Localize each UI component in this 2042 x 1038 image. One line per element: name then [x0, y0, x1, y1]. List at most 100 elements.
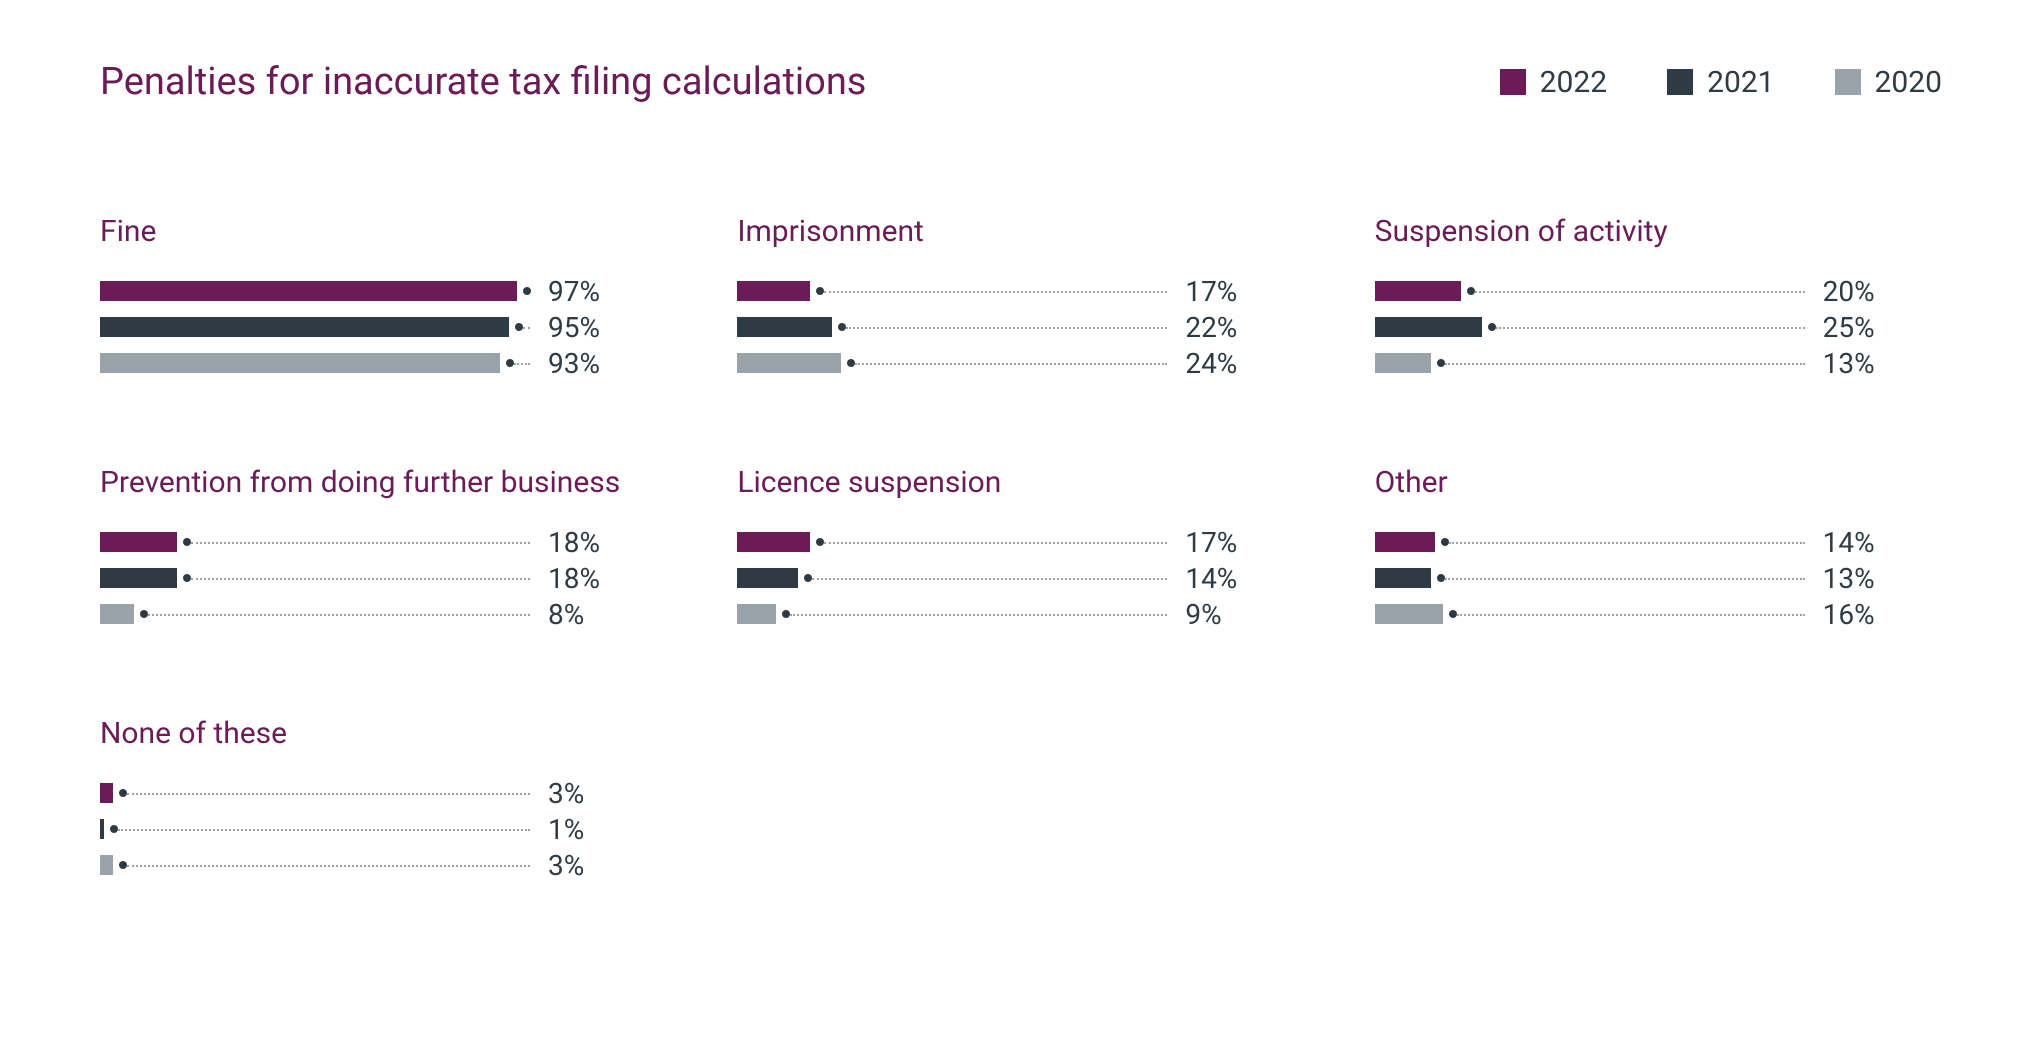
- bar-track: [100, 564, 530, 592]
- bar-track: [1375, 349, 1805, 377]
- bar-dotline: [812, 578, 1168, 580]
- bar-end-dot: [1437, 574, 1445, 582]
- bar-track: [737, 528, 1167, 556]
- bar-track: [737, 349, 1167, 377]
- bar-row: 24%: [737, 349, 1297, 377]
- bar-row: 93%: [100, 349, 660, 377]
- bar-track: [737, 313, 1167, 341]
- bar-fill: [100, 783, 113, 803]
- bar-dotline: [824, 542, 1167, 544]
- bar-dotline: [127, 865, 530, 867]
- legend-item: 2022: [1500, 65, 1607, 100]
- bar-value-label: 14%: [1823, 526, 1875, 559]
- bar-row: 97%: [100, 277, 660, 305]
- chartlet-title: Other: [1375, 465, 1935, 500]
- bar-value-label: 9%: [1185, 598, 1221, 631]
- bar-fill: [1375, 532, 1435, 552]
- bar-row: 3%: [100, 851, 660, 879]
- bar-end-dot: [1449, 610, 1457, 618]
- legend-swatch: [1835, 69, 1861, 95]
- bar-row: 3%: [100, 779, 660, 807]
- bar-end-dot: [506, 359, 514, 367]
- bar-track: [1375, 277, 1805, 305]
- bar-track: [100, 815, 530, 843]
- chartlet-title: Prevention from doing further business: [100, 465, 660, 500]
- bar-row: 18%: [100, 564, 660, 592]
- bar-dotline: [118, 829, 530, 831]
- bar-track: [737, 277, 1167, 305]
- chartlet: Prevention from doing further business 18…: [100, 465, 660, 636]
- bar-row: 17%: [737, 528, 1297, 556]
- bar-fill: [100, 819, 104, 839]
- bar-value-label: 13%: [1823, 347, 1875, 380]
- bar-end-dot: [140, 610, 148, 618]
- bar-fill: [100, 317, 509, 337]
- bar-dotline: [1449, 542, 1805, 544]
- bar-row: 9%: [737, 600, 1297, 628]
- bar-fill: [1375, 568, 1431, 588]
- bar-end-dot: [816, 538, 824, 546]
- bar-value-label: 3%: [548, 849, 584, 882]
- bar-fill: [100, 532, 177, 552]
- bar-value-label: 95%: [548, 311, 600, 344]
- bar-track: [100, 600, 530, 628]
- bar-fill: [100, 855, 113, 875]
- bar-value-label: 22%: [1185, 311, 1237, 344]
- chart-title: Penalties for inaccurate tax filing calc…: [100, 60, 866, 104]
- bar-dotline: [523, 327, 531, 329]
- bar-track: [100, 313, 530, 341]
- bar-value-label: 97%: [548, 275, 600, 308]
- bar-end-dot: [1441, 538, 1449, 546]
- bar-dotline: [191, 578, 530, 580]
- bar-fill: [737, 568, 797, 588]
- chartlet-title: None of these: [100, 716, 660, 751]
- bar-track: [737, 564, 1167, 592]
- bar-value-label: 14%: [1185, 562, 1237, 595]
- bar-value-label: 8%: [548, 598, 584, 631]
- bar-end-dot: [119, 861, 127, 869]
- chart-header: Penalties for inaccurate tax filing calc…: [100, 60, 1942, 104]
- legend-swatch: [1667, 69, 1693, 95]
- bar-end-dot: [119, 789, 127, 797]
- legend-label: 2021: [1707, 65, 1774, 100]
- bar-value-label: 17%: [1185, 275, 1237, 308]
- chartlet-title: Fine: [100, 214, 660, 249]
- bar-dotline: [824, 291, 1167, 293]
- legend-label: 2022: [1540, 65, 1607, 100]
- bar-dotline: [790, 614, 1167, 616]
- bar-value-label: 13%: [1823, 562, 1875, 595]
- bar-row: 13%: [1375, 349, 1935, 377]
- bar-dotline: [1475, 291, 1805, 293]
- chartlet: Fine 97%95% 93%: [100, 214, 660, 385]
- bar-row: 8%: [100, 600, 660, 628]
- bar-track: [1375, 564, 1805, 592]
- bar-end-dot: [1488, 323, 1496, 331]
- bar-dotline: [1445, 363, 1805, 365]
- bar-fill: [737, 281, 810, 301]
- bar-dotline: [1457, 614, 1804, 616]
- bar-dotline: [127, 793, 530, 795]
- bar-dotline: [855, 363, 1168, 365]
- bar-value-label: 18%: [548, 526, 600, 559]
- bar-fill: [1375, 281, 1461, 301]
- bar-value-label: 25%: [1823, 311, 1875, 344]
- bar-fill: [737, 353, 840, 373]
- bar-end-dot: [847, 359, 855, 367]
- bar-dotline: [514, 363, 530, 365]
- chartlet-title: Suspension of activity: [1375, 214, 1935, 249]
- bar-track: [100, 851, 530, 879]
- bar-track: [100, 349, 530, 377]
- bar-value-label: 1%: [548, 813, 584, 846]
- bar-end-dot: [1437, 359, 1445, 367]
- chartlet: Suspension of activity 20% 25%13%: [1375, 214, 1935, 385]
- bar-dotline: [191, 542, 530, 544]
- bar-end-dot: [838, 323, 846, 331]
- bar-fill: [737, 317, 832, 337]
- bar-row: 16%: [1375, 600, 1935, 628]
- bar-row: 95%: [100, 313, 660, 341]
- bar-dotline: [148, 614, 530, 616]
- bar-row: 13%: [1375, 564, 1935, 592]
- bar-track: [1375, 528, 1805, 556]
- chart-grid: Fine97%95%93%Imprisonment17%22%24%Suspen…: [100, 214, 1942, 887]
- bar-row: 20%: [1375, 277, 1935, 305]
